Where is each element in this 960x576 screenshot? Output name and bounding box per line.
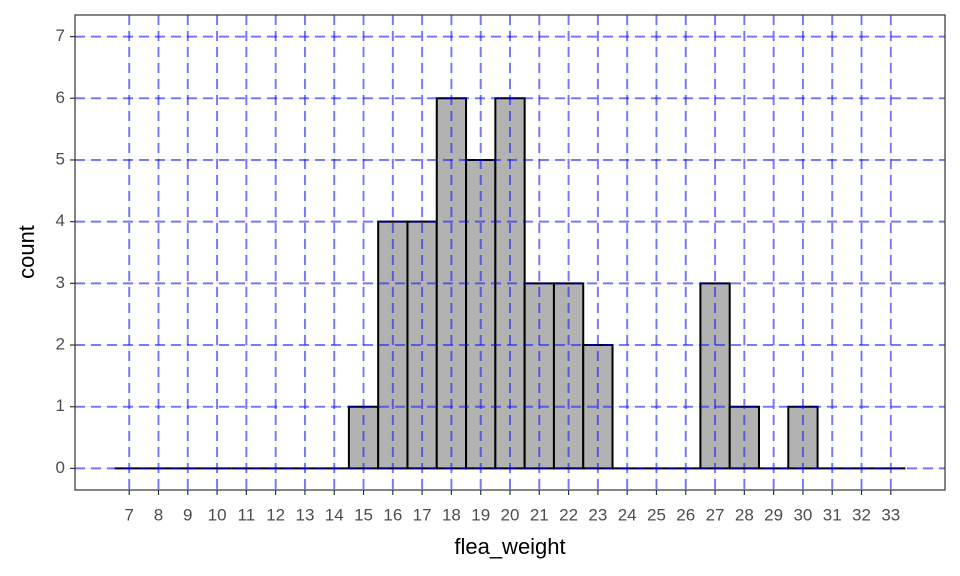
x-tick-label: 31 — [823, 505, 842, 524]
x-tick-label: 9 — [183, 505, 192, 524]
x-tick-label: 15 — [354, 505, 373, 524]
x-tick-label: 8 — [154, 505, 163, 524]
x-tick-label: 20 — [501, 505, 520, 524]
x-tick-label: 10 — [208, 505, 227, 524]
y-tick-label: 4 — [56, 211, 65, 230]
y-tick-label: 5 — [56, 149, 65, 168]
x-tick-label: 21 — [530, 505, 549, 524]
y-tick-label: 6 — [56, 88, 65, 107]
x-tick-label: 28 — [735, 505, 754, 524]
y-tick-label: 3 — [56, 273, 65, 292]
x-tick-label: 27 — [706, 505, 725, 524]
x-tick-label: 22 — [559, 505, 578, 524]
x-tick-label: 16 — [383, 505, 402, 524]
x-tick-label: 29 — [764, 505, 783, 524]
x-tick-label: 12 — [266, 505, 285, 524]
y-tick-label: 1 — [56, 396, 65, 415]
x-tick-label: 25 — [647, 505, 666, 524]
x-tick-label: 19 — [471, 505, 490, 524]
y-tick-label: 2 — [56, 335, 65, 354]
x-tick-label: 7 — [124, 505, 133, 524]
x-tick-label: 24 — [618, 505, 637, 524]
y-tick-label: 7 — [56, 26, 65, 45]
x-tick-label: 32 — [852, 505, 871, 524]
x-axis-title: flea_weight — [454, 534, 565, 559]
x-tick-label: 30 — [793, 505, 812, 524]
x-tick-label: 13 — [295, 505, 314, 524]
y-axis-title: count — [14, 225, 39, 279]
y-tick-label: 0 — [56, 458, 65, 477]
x-tick-label: 23 — [588, 505, 607, 524]
x-tick-label: 14 — [325, 505, 344, 524]
x-tick-label: 18 — [442, 505, 461, 524]
x-tick-label: 17 — [413, 505, 432, 524]
x-tick-label: 26 — [676, 505, 695, 524]
x-tick-label: 11 — [238, 505, 256, 524]
x-tick-label: 33 — [881, 505, 900, 524]
